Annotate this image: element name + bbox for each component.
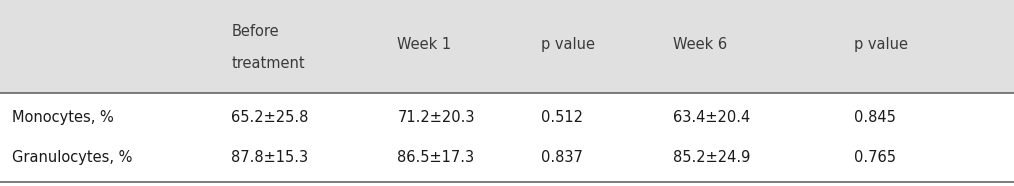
Text: Week 6: Week 6 <box>673 37 727 52</box>
Bar <box>0 0 1014 93</box>
Text: treatment: treatment <box>231 56 305 71</box>
Text: 63.4±20.4: 63.4±20.4 <box>673 110 750 126</box>
Text: 71.2±20.3: 71.2±20.3 <box>397 110 475 126</box>
Text: 0.765: 0.765 <box>854 150 895 165</box>
Text: 0.512: 0.512 <box>541 110 583 126</box>
Text: 87.8±15.3: 87.8±15.3 <box>231 150 308 165</box>
Text: Monocytes, %: Monocytes, % <box>12 110 114 126</box>
Text: p value: p value <box>854 37 908 52</box>
Text: Before: Before <box>231 24 279 39</box>
Text: 65.2±25.8: 65.2±25.8 <box>231 110 308 126</box>
Text: p value: p value <box>541 37 595 52</box>
Text: Granulocytes, %: Granulocytes, % <box>12 150 133 165</box>
Text: 0.845: 0.845 <box>854 110 895 126</box>
Text: 86.5±17.3: 86.5±17.3 <box>397 150 475 165</box>
Text: Week 1: Week 1 <box>397 37 451 52</box>
Text: 85.2±24.9: 85.2±24.9 <box>673 150 750 165</box>
Text: 0.837: 0.837 <box>541 150 583 165</box>
